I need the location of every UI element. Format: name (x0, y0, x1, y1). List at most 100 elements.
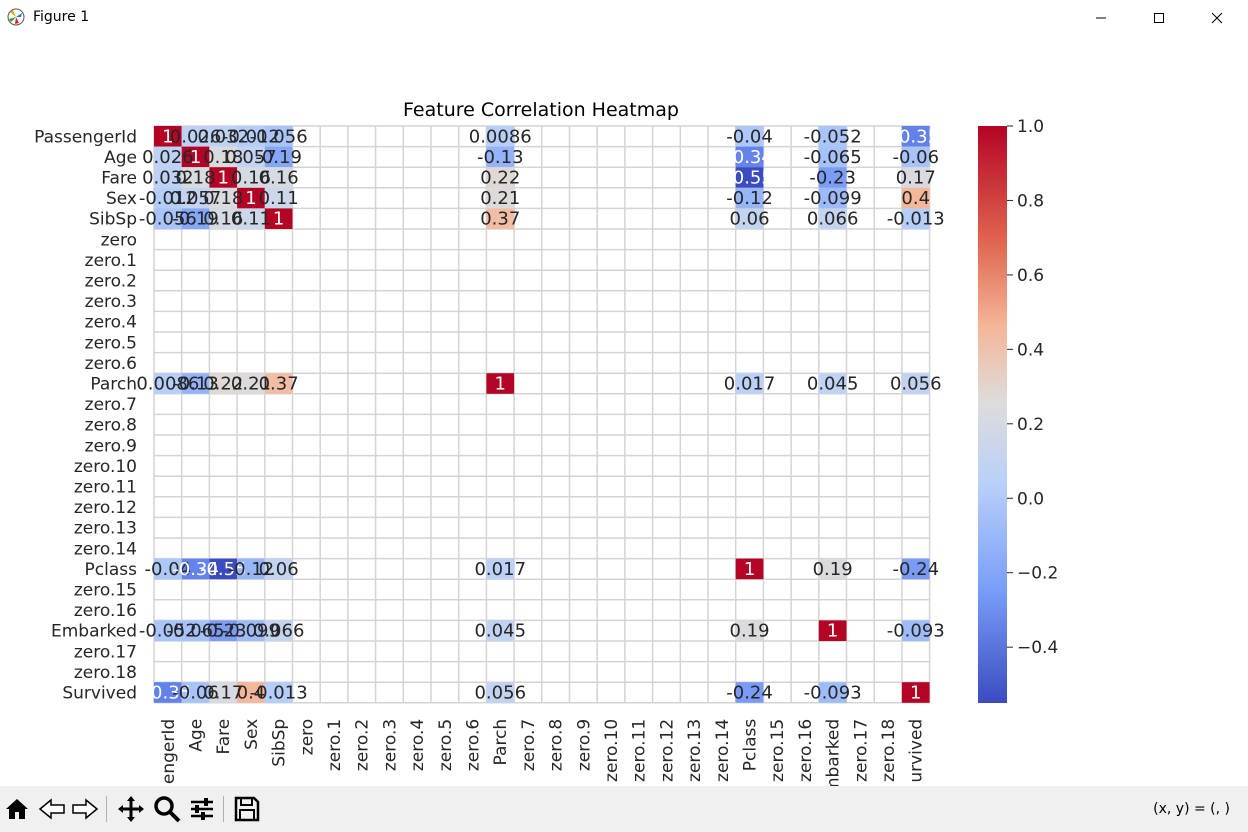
cell-annotation: 0.16 (203, 209, 243, 230)
cell-annotation: -0.12 (228, 559, 275, 580)
heatmap-cell (237, 373, 265, 394)
forward-button[interactable] (70, 794, 100, 824)
y-tick-label: zero.7 (85, 395, 137, 415)
heatmap-cell (237, 620, 265, 641)
heatmap-cell (818, 208, 847, 229)
cell-annotation: -0.056 (139, 209, 197, 230)
y-tick-label: Survived (62, 684, 137, 704)
x-tick-label: zero.13 (685, 719, 705, 782)
heatmap-cell (486, 167, 515, 188)
heatmap-cell (154, 126, 182, 147)
x-tick-label: zero.18 (879, 719, 899, 782)
y-tick-label: zero.6 (85, 354, 137, 374)
heatmap-cell (154, 620, 182, 641)
cell-annotation: 1 (245, 188, 256, 209)
heatmap-cell (818, 146, 847, 168)
heatmap-cell (901, 558, 930, 580)
cell-annotation: 0.026 (170, 126, 222, 147)
heatmap-cell (818, 682, 847, 703)
y-tick-label: zero.17 (74, 642, 137, 662)
heatmap-cell (486, 620, 515, 641)
zoom-button[interactable] (152, 794, 182, 824)
cell-annotation: 1 (162, 126, 173, 147)
heatmap-cell (181, 126, 210, 147)
y-tick-label: zero.13 (74, 519, 137, 539)
heatmap-cell (181, 620, 210, 641)
x-tick-label: mbarked (824, 719, 844, 786)
heatmap-cell (486, 208, 515, 229)
cell-annotation: 0.4 (901, 188, 930, 209)
y-tick-label: zero.5 (85, 333, 137, 353)
heatmap-cell (818, 187, 847, 209)
y-tick-label: Age (104, 148, 137, 168)
colorbar-tick-label: −0.2 (1017, 564, 1058, 584)
heatmap-cell (486, 146, 515, 168)
cell-annotation: 0.06 (259, 559, 299, 580)
x-tick-label: zero.11 (630, 719, 650, 782)
y-tick-label: zero (101, 230, 137, 250)
cell-annotation: 0.057 (170, 188, 222, 209)
y-tick-label: zero.4 (85, 313, 137, 333)
navigation-toolbar: (x, y) = (, ) (0, 786, 1248, 832)
heatmap-cell (264, 167, 293, 188)
save-button[interactable] (232, 794, 262, 824)
cell-annotation: -0.06 (172, 683, 219, 704)
cell-annotation: -0.052 (139, 621, 197, 642)
heatmap-cell (181, 373, 210, 394)
configure-button[interactable] (187, 794, 217, 824)
y-tick-label: zero.3 (85, 292, 137, 312)
heatmap-cell (264, 208, 293, 229)
x-tick-label: zero.1 (325, 719, 345, 771)
heatmap-cell (486, 187, 515, 209)
heatmap-cell (735, 146, 764, 168)
x-tick-label: zero.2 (353, 719, 373, 771)
heatmap-cell (818, 373, 847, 394)
heatmap-cell (209, 620, 238, 641)
colorbar-tick-label: −0.4 (1017, 638, 1058, 658)
close-icon (1211, 12, 1223, 24)
heatmap-cell (735, 187, 764, 209)
home-button[interactable] (2, 794, 32, 824)
heatmap-cell (901, 146, 930, 168)
x-tick-label: urvived (907, 719, 927, 783)
heatmap-cell (735, 373, 764, 394)
heatmap-cell (154, 187, 182, 209)
heatmap-cell (181, 146, 210, 168)
x-tick-label: zero.14 (713, 719, 733, 782)
heatmap-cell (209, 208, 238, 229)
heatmap-cell (154, 373, 182, 394)
heatmap-cell (209, 373, 238, 394)
x-tick-label: zero.10 (602, 719, 622, 782)
colorbar-tick-label: 0.6 (1017, 266, 1044, 286)
pan-button[interactable] (116, 794, 146, 824)
maximize-button[interactable] (1130, 0, 1188, 36)
heatmap-cell (901, 373, 930, 394)
heatmap-cell (735, 126, 764, 147)
close-button[interactable] (1188, 0, 1246, 36)
heatmap-cell (901, 126, 930, 147)
colorbar-tick-label: 0.2 (1017, 415, 1044, 435)
y-tick-label: Embarked (51, 622, 137, 642)
cell-annotation: -0.35 (145, 683, 192, 704)
cell-annotation: 1 (910, 683, 921, 704)
cell-annotation: 0.19 (730, 621, 770, 642)
window-title: Figure 1 (33, 9, 90, 25)
heatmap-cell (154, 167, 182, 188)
cell-annotation: 1 (827, 621, 838, 642)
figure-canvas[interactable]: 1 0.026 0.032 -0.012 -0.056 0.0086 -0.04 -0.052… (0, 36, 1248, 794)
cell-annotation: 0.0086 (469, 126, 532, 147)
cell-annotation: 0.066 (253, 621, 305, 642)
cell-annotation: 0.16 (259, 168, 299, 189)
heatmap-cell (181, 208, 210, 229)
y-tick-label: Parch (90, 375, 137, 395)
minimize-button[interactable] (1072, 0, 1130, 36)
cell-annotation: 0.18 (203, 147, 243, 168)
chart-title: Feature Correlation Heatmap (403, 99, 679, 121)
cell-annotation: 1 (744, 559, 755, 580)
back-button[interactable] (37, 794, 67, 824)
x-tick-label: zero.6 (464, 719, 484, 771)
x-tick-label: zero.8 (547, 719, 567, 771)
cell-annotation: -0.23 (200, 621, 247, 642)
cell-annotation: 0.045 (807, 374, 859, 395)
